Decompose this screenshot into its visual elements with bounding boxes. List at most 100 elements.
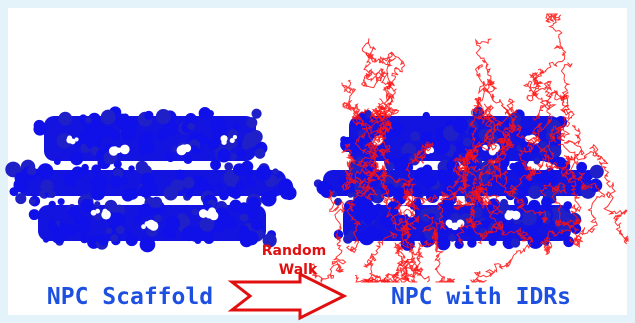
blob	[231, 188, 242, 199]
blob	[179, 216, 190, 227]
gap	[199, 209, 208, 218]
blob	[435, 139, 451, 155]
gap	[109, 146, 118, 155]
blob	[190, 145, 198, 153]
blob	[192, 209, 199, 216]
blob	[425, 155, 431, 161]
blob	[216, 183, 222, 189]
blob	[453, 118, 469, 134]
left-label: NPC Scaffold	[47, 284, 213, 310]
blob	[144, 132, 154, 142]
blob	[115, 114, 130, 129]
blob	[29, 198, 36, 205]
blob	[334, 198, 342, 206]
blob	[124, 229, 130, 235]
gap	[141, 224, 146, 229]
blob	[261, 191, 277, 207]
gap	[149, 221, 159, 231]
blob	[244, 132, 259, 147]
blob	[251, 219, 263, 231]
blob	[151, 197, 162, 208]
blob	[203, 233, 214, 244]
blob	[233, 163, 246, 176]
blob	[194, 237, 201, 244]
blob	[139, 185, 152, 198]
blob	[246, 178, 255, 187]
blob	[140, 139, 155, 154]
blob	[101, 110, 116, 125]
blob	[51, 229, 66, 244]
blob	[133, 215, 142, 224]
gap	[178, 147, 184, 153]
blob	[183, 155, 192, 164]
blob	[225, 176, 235, 186]
blob	[224, 162, 233, 171]
blob	[122, 178, 129, 185]
blob	[256, 165, 272, 181]
blob	[251, 109, 261, 119]
blob	[436, 236, 450, 250]
blob	[362, 232, 371, 241]
blob	[423, 112, 430, 119]
blob	[343, 234, 353, 244]
blob	[15, 193, 26, 204]
blob	[563, 201, 572, 210]
blob	[509, 163, 516, 170]
blob	[349, 160, 363, 174]
blob	[244, 231, 259, 246]
blob	[219, 191, 229, 201]
blob	[421, 131, 432, 142]
blob	[140, 237, 156, 253]
gap	[101, 210, 111, 220]
blob	[245, 170, 253, 178]
blob	[140, 173, 154, 187]
blob	[207, 138, 219, 150]
blob	[422, 176, 434, 188]
blob	[110, 130, 120, 140]
blob	[139, 204, 152, 217]
blob	[166, 153, 175, 162]
blob	[164, 186, 178, 200]
blob	[412, 187, 423, 198]
blob	[70, 152, 83, 165]
blob	[58, 112, 72, 126]
gap	[120, 145, 130, 155]
blob	[49, 201, 56, 208]
blob	[156, 109, 171, 124]
gap	[233, 135, 237, 139]
blob	[27, 166, 36, 175]
blob	[544, 177, 552, 185]
blob	[278, 178, 293, 193]
blob	[463, 137, 472, 146]
blob	[255, 148, 266, 159]
gap	[70, 139, 76, 145]
blob	[536, 221, 542, 227]
blob	[216, 122, 227, 133]
blob	[162, 226, 175, 239]
blob	[233, 123, 239, 129]
gap	[457, 220, 465, 228]
blob	[528, 200, 541, 213]
blob	[110, 234, 118, 242]
blob	[74, 213, 86, 225]
blob	[541, 197, 552, 208]
blob	[106, 228, 113, 235]
blob	[528, 185, 542, 199]
blob	[183, 177, 195, 189]
blob	[48, 190, 56, 198]
gap	[506, 210, 510, 214]
blob	[199, 107, 212, 120]
arrow-label-line2: Walk	[279, 262, 318, 278]
blob	[126, 234, 138, 246]
page: Random Walk NPC Scaffold NPC with IDRs (…	[0, 0, 635, 323]
blob	[520, 142, 526, 148]
blob	[175, 170, 185, 180]
blob	[317, 181, 331, 195]
blob	[94, 201, 100, 207]
gap	[221, 140, 226, 145]
blob	[126, 192, 133, 199]
blob	[182, 226, 197, 241]
blob	[511, 238, 520, 247]
blob	[116, 226, 125, 235]
blob	[386, 162, 395, 171]
